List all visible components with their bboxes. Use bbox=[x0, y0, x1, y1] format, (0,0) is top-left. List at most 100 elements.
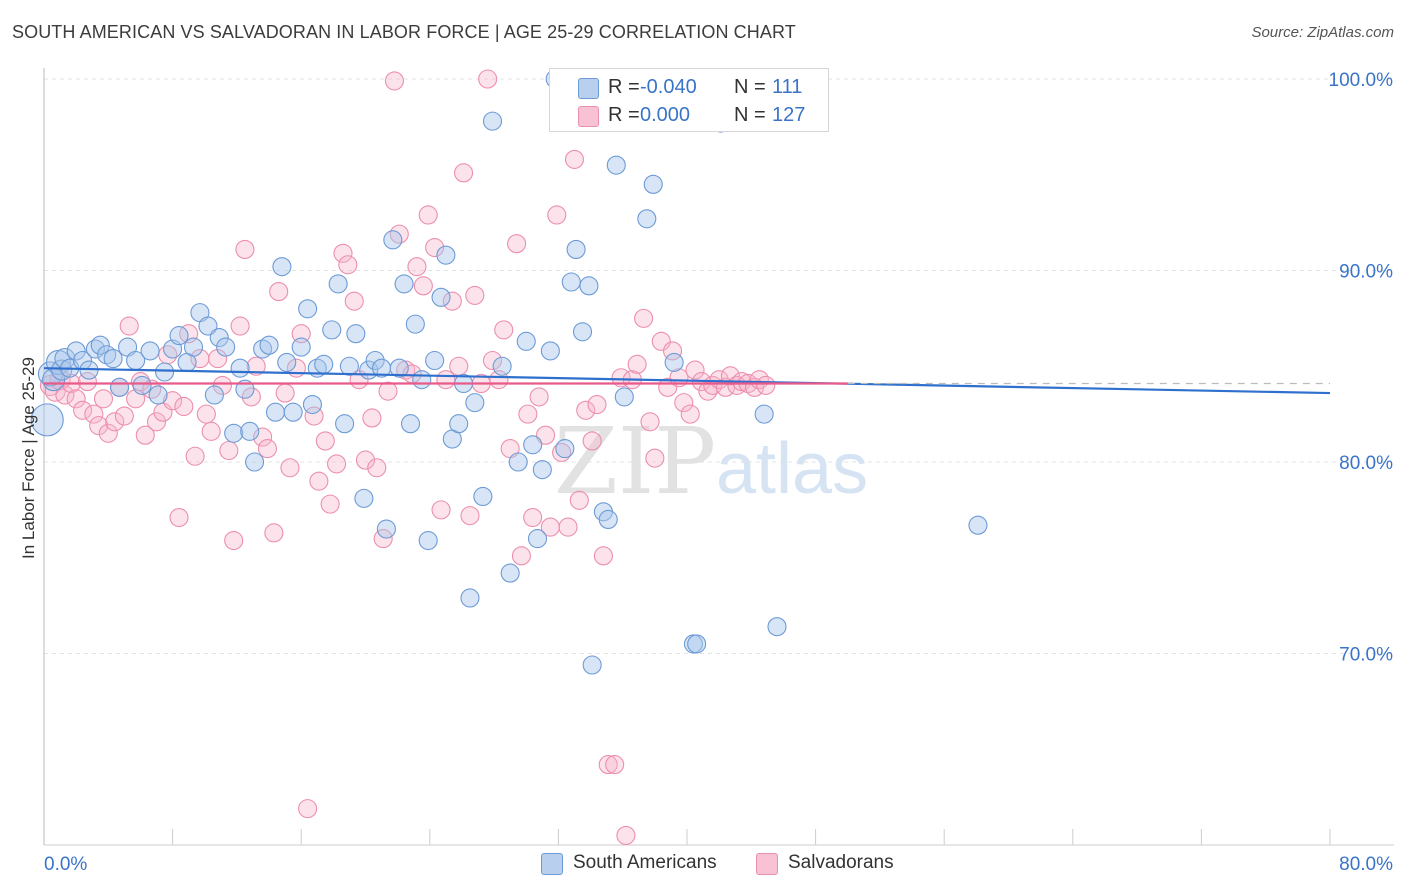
south-americans-point bbox=[412, 370, 432, 390]
salvadorans-point bbox=[66, 389, 86, 409]
south-americans-point bbox=[405, 314, 425, 334]
salvadorans-point bbox=[547, 205, 567, 225]
south-americans-point bbox=[376, 519, 396, 539]
salvadorans-point bbox=[269, 282, 289, 302]
salvadorans-point bbox=[212, 375, 232, 395]
y-tick-label: 90.0% bbox=[1339, 262, 1393, 283]
salvadorans-point bbox=[84, 404, 104, 424]
chart-title: SOUTH AMERICAN VS SALVADORAN IN LABOR FO… bbox=[12, 22, 796, 42]
salvadorans-point bbox=[275, 383, 295, 403]
salvadorans-point bbox=[535, 425, 556, 445]
south-americans-points bbox=[30, 69, 988, 675]
salvadorans-point bbox=[529, 387, 549, 407]
salvadorans-point bbox=[280, 458, 300, 478]
south-americans-point bbox=[302, 394, 323, 415]
salvadorans-point bbox=[201, 421, 221, 441]
salvadorans-point bbox=[114, 406, 134, 426]
salvadorans-point bbox=[327, 454, 347, 474]
salvadorans-point bbox=[564, 149, 585, 169]
south-americans-point bbox=[425, 350, 445, 371]
salvadorans-point bbox=[309, 471, 329, 491]
salvadorans-point bbox=[174, 396, 194, 417]
salvadorans-point bbox=[431, 500, 451, 520]
legend-r-value-blue: -0.040 bbox=[640, 76, 697, 98]
salvadorans-point bbox=[163, 391, 183, 411]
legend-label-salvadorans: Salvadorans bbox=[788, 852, 894, 873]
salvadorans-points bbox=[39, 69, 776, 845]
x-tick-label-min: 0.0% bbox=[44, 854, 87, 875]
south-americans-point bbox=[230, 358, 250, 378]
south-americans-point bbox=[527, 529, 548, 549]
south-americans-point bbox=[473, 486, 493, 507]
salvadorans-point bbox=[482, 350, 503, 371]
axis-labels: 70.0% 80.0% 90.0% 100.0% 0.0% 80.0% In Labor F… bbox=[19, 70, 1393, 875]
axes bbox=[43, 68, 1394, 846]
salvadorans-point bbox=[253, 427, 273, 447]
south-americans-point bbox=[198, 316, 218, 336]
salvadorans-point bbox=[627, 354, 647, 374]
south-americans-point bbox=[508, 452, 528, 472]
salvadorans-point bbox=[384, 71, 404, 91]
salvadorans-point bbox=[478, 69, 498, 89]
south-americans-point bbox=[365, 350, 385, 371]
y-tick-label: 70.0% bbox=[1339, 645, 1393, 666]
south-americans-point bbox=[383, 230, 403, 250]
salvadorans-point bbox=[119, 316, 139, 336]
salvadorans-point bbox=[640, 412, 660, 432]
salvadorans-point bbox=[264, 523, 284, 543]
salvadorans-point bbox=[523, 507, 543, 528]
salvadorans-point bbox=[511, 546, 531, 566]
south-americans-point bbox=[431, 287, 451, 307]
salvadorans-point bbox=[135, 425, 155, 445]
legend-n-value-blue: 111 bbox=[772, 76, 803, 98]
south-americans-point bbox=[265, 402, 286, 422]
salvadorans-point bbox=[338, 255, 358, 275]
salvadorans-point bbox=[89, 416, 109, 436]
salvadorans-point bbox=[582, 431, 602, 451]
south-americans-point bbox=[66, 341, 86, 361]
salvadorans-point bbox=[576, 400, 596, 420]
watermark: ZIP atlas bbox=[554, 408, 868, 515]
south-americans-point bbox=[259, 335, 279, 355]
legend-r-value-pink: 0.000 bbox=[640, 104, 691, 126]
south-americans-point bbox=[394, 274, 414, 294]
south-americans-point bbox=[664, 352, 684, 372]
salvadorans-point bbox=[680, 404, 700, 424]
salvadorans-point bbox=[208, 349, 228, 369]
salvadorans-point bbox=[367, 458, 387, 478]
salvadorans-point bbox=[219, 440, 239, 461]
salvadorans-point bbox=[518, 404, 538, 424]
south-americans-point bbox=[140, 341, 160, 361]
south-americans-point bbox=[235, 379, 255, 399]
south-americans-point bbox=[643, 174, 663, 194]
salvadorans-point bbox=[436, 370, 456, 390]
south-americans-point bbox=[328, 274, 348, 294]
salvadorans-point bbox=[605, 755, 625, 775]
legend-swatch-blue bbox=[541, 853, 563, 875]
south-americans-point bbox=[272, 257, 292, 277]
salvadorans-point bbox=[756, 375, 776, 395]
salvadorans-point bbox=[196, 404, 216, 424]
salvadorans-point bbox=[230, 316, 250, 336]
south-americans-point bbox=[555, 439, 575, 459]
y-axis-label: In Labor Force | Age 25-29 bbox=[19, 357, 38, 559]
south-americans-point bbox=[637, 209, 657, 229]
south-americans-point bbox=[523, 435, 543, 455]
south-americans-point bbox=[579, 276, 599, 296]
south-americans-point bbox=[155, 362, 175, 382]
salvadorans-point bbox=[315, 431, 335, 451]
south-americans-point bbox=[30, 403, 64, 437]
salvadorans-point bbox=[651, 331, 671, 351]
legend-r-label: R = bbox=[608, 104, 640, 126]
salvadorans-point bbox=[246, 356, 266, 376]
south-americans-point bbox=[516, 331, 536, 351]
south-americans-point bbox=[283, 402, 303, 422]
south-americans-point bbox=[103, 349, 123, 369]
south-americans-point bbox=[606, 155, 626, 175]
south-americans-point bbox=[298, 299, 318, 319]
salvadorans-point bbox=[333, 243, 353, 263]
legend-swatch-blue bbox=[578, 78, 599, 99]
south-americans-point bbox=[449, 414, 469, 434]
salvadorans-point bbox=[55, 385, 75, 405]
salvadorans-point bbox=[449, 356, 469, 376]
